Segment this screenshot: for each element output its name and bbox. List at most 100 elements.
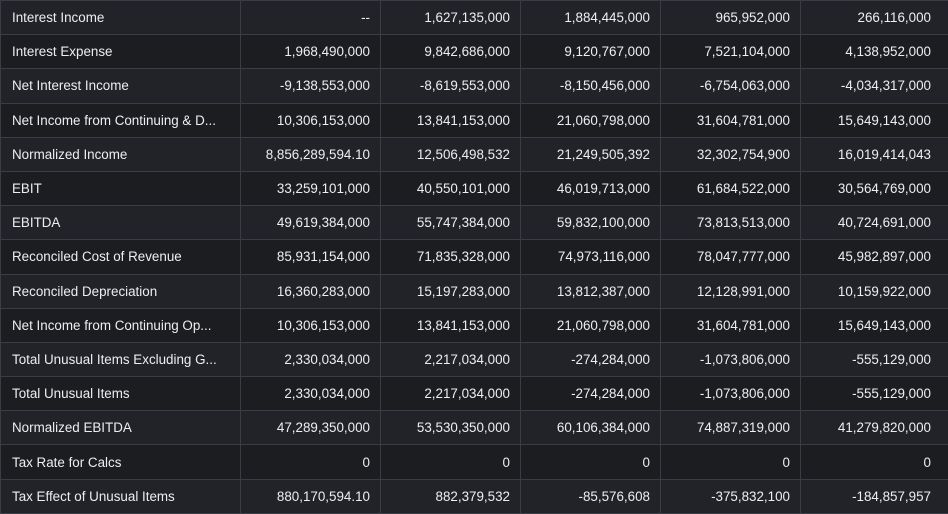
table-cell-value: 2,330,034,000 — [240, 341, 381, 378]
table-cell-value: 0 — [240, 444, 381, 480]
table-cell-value: -8,619,553,000 — [380, 68, 521, 104]
row-label: Reconciled Depreciation — [0, 273, 241, 309]
table-cell-value: -274,284,000 — [520, 341, 661, 378]
table-row[interactable]: EBIT 33,259,101,000 40,550,101,000 46,019,7… — [0, 170, 948, 207]
row-label: Interest Expense — [0, 34, 241, 70]
row-label: Tax Rate for Calcs — [0, 444, 241, 480]
table-cell-value: -555,129,000 — [800, 376, 948, 412]
table-row[interactable]: Reconciled Cost of Revenue 85,931,154,000… — [0, 239, 948, 275]
row-label: Interest Income — [0, 0, 241, 36]
table-cell-value: 21,060,798,000 — [520, 102, 661, 138]
table-cell-value: 4,138,952,000 — [800, 34, 948, 70]
table-cell-value: -1,073,806,000 — [660, 341, 801, 378]
row-label: Net Interest Income — [0, 68, 241, 104]
table-cell-value: 78,047,777,000 — [660, 239, 801, 275]
table-row[interactable]: Total Unusual Items Excluding G... 2,330,… — [0, 341, 948, 378]
row-label: EBITDA — [0, 205, 241, 241]
table-cell-value: -4,034,317,000 — [800, 68, 948, 104]
table-row[interactable]: Net Interest Income -9,138,553,000 -8,619,… — [0, 68, 948, 104]
table-row[interactable]: Tax Rate for Calcs 0 0 0 0 0 — [0, 444, 948, 480]
table-cell-value: -85,576,608 — [520, 478, 661, 514]
table-cell-value: 9,120,767,000 — [520, 34, 661, 70]
table-cell-value: 15,197,283,000 — [380, 273, 521, 309]
row-label: EBIT — [0, 170, 241, 207]
table-row[interactable]: Tax Effect of Unusual Items 880,170,594.1… — [0, 478, 948, 514]
table-cell-value: 13,841,153,000 — [380, 307, 521, 343]
table-cell-value: 10,159,922,000 — [800, 273, 948, 309]
table-cell-value: 33,259,101,000 — [240, 170, 381, 207]
table-cell-value: -9,138,553,000 — [240, 68, 381, 104]
row-label: Normalized Income — [0, 136, 241, 172]
row-label: Total Unusual Items Excluding G... — [0, 341, 241, 378]
table-cell-value: 882,379,532 — [380, 478, 521, 514]
table-cell-value: 49,619,384,000 — [240, 205, 381, 241]
table-cell-value: -6,754,063,000 — [660, 68, 801, 104]
table-cell-value: 61,684,522,000 — [660, 170, 801, 207]
table-row[interactable]: Interest Income -- 1,627,135,000 1,884,445,… — [0, 0, 948, 36]
table-cell-value: 32,302,754,900 — [660, 136, 801, 172]
table-cell-value: -8,150,456,000 — [520, 68, 661, 104]
table-cell-value: 965,952,000 — [660, 0, 801, 36]
table-cell-value: 2,217,034,000 — [380, 341, 521, 378]
table-cell-value: 0 — [800, 444, 948, 480]
table-cell-value: 2,217,034,000 — [380, 376, 521, 412]
table-cell-value: -375,832,100 — [660, 478, 801, 514]
row-label: Normalized EBITDA — [0, 410, 241, 446]
table-cell-value: 1,884,445,000 — [520, 0, 661, 36]
table-cell-value: 73,813,513,000 — [660, 205, 801, 241]
table-cell-value: 10,306,153,000 — [240, 102, 381, 138]
table-cell-value: 74,887,319,000 — [660, 410, 801, 446]
table-cell-value: 85,931,154,000 — [240, 239, 381, 275]
table-cell-value: 880,170,594.10 — [240, 478, 381, 514]
table-cell-value: 47,289,350,000 — [240, 410, 381, 446]
table-cell-value: 266,116,000 — [800, 0, 948, 36]
table-cell-value: 40,724,691,000 — [800, 205, 948, 241]
table-cell-value: 55,747,384,000 — [380, 205, 521, 241]
table-cell-value: 10,306,153,000 — [240, 307, 381, 343]
table-cell-value: 1,627,135,000 — [380, 0, 521, 36]
table-cell-value: 53,530,350,000 — [380, 410, 521, 446]
table-cell-value: 7,521,104,000 — [660, 34, 801, 70]
table-cell-value: 41,279,820,000 — [800, 410, 948, 446]
table-cell-value: 40,550,101,000 — [380, 170, 521, 207]
row-label: Total Unusual Items — [0, 376, 241, 412]
vertical-scrollbar[interactable] — [940, 0, 948, 514]
table-cell-value: 59,832,100,000 — [520, 205, 661, 241]
table-cell-value: 46,019,713,000 — [520, 170, 661, 207]
table-cell-value: -1,073,806,000 — [660, 376, 801, 412]
table-cell-value: 31,604,781,000 — [660, 307, 801, 343]
table-row[interactable]: EBITDA 49,619,384,000 55,747,384,000 59,832… — [0, 205, 948, 241]
table-cell-value: 0 — [520, 444, 661, 480]
table-cell-value: 2,330,034,000 — [240, 376, 381, 412]
row-label: Tax Effect of Unusual Items — [0, 478, 241, 514]
table-row[interactable]: Interest Expense 1,968,490,000 9,842,686,0… — [0, 34, 948, 70]
row-label: Reconciled Cost of Revenue — [0, 239, 241, 275]
table-row[interactable]: Normalized EBITDA 47,289,350,000 53,530,35… — [0, 410, 948, 446]
row-label: Net Income from Continuing Op... — [0, 307, 241, 343]
table-cell-value: 74,973,116,000 — [520, 239, 661, 275]
table-cell-value: -555,129,000 — [800, 341, 948, 378]
table-cell-value: 16,019,414,043 — [800, 136, 948, 172]
table-cell-value: 13,812,387,000 — [520, 273, 661, 309]
table-cell-value: -184,857,957 — [800, 478, 948, 514]
row-label: Net Income from Continuing & D... — [0, 102, 241, 138]
table-cell-value: 12,506,498,532 — [380, 136, 521, 172]
table-cell-value: 0 — [380, 444, 521, 480]
table-row[interactable]: Reconciled Depreciation 16,360,283,000 15,… — [0, 273, 948, 309]
table-cell-value: 12,128,991,000 — [660, 273, 801, 309]
table-row[interactable]: Net Income from Continuing Op... 10,306,1… — [0, 307, 948, 343]
table-cell-value: 16,360,283,000 — [240, 273, 381, 309]
table-cell-value: 13,841,153,000 — [380, 102, 521, 138]
table-cell-value: 1,968,490,000 — [240, 34, 381, 70]
table-cell-value: 0 — [660, 444, 801, 480]
table-cell-value: 60,106,384,000 — [520, 410, 661, 446]
table-cell-value: 21,060,798,000 — [520, 307, 661, 343]
table-row[interactable]: Total Unusual Items 2,330,034,000 2,217,03… — [0, 376, 948, 412]
table-cell-value: 30,564,769,000 — [800, 170, 948, 207]
table-cell-value: 15,649,143,000 — [800, 307, 948, 343]
table-row[interactable]: Net Income from Continuing & D... 10,306,… — [0, 102, 948, 138]
table-row[interactable]: Normalized Income 8,856,289,594.10 12,506,… — [0, 136, 948, 172]
table-cell-value: -- — [240, 0, 381, 36]
